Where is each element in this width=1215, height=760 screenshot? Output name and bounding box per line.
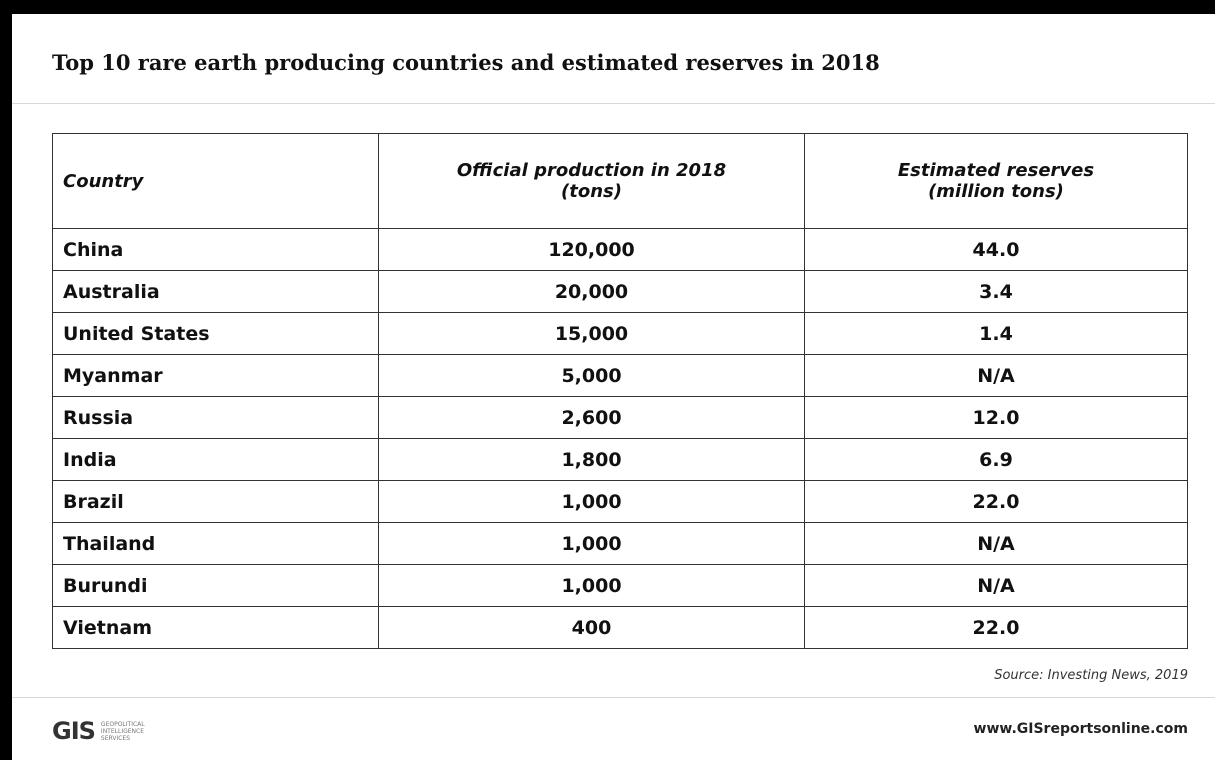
header-line: (million tons) <box>928 181 1064 202</box>
cell: 400 <box>378 606 805 649</box>
header-line: (tons) <box>561 181 622 202</box>
table: Country Official production in 2018 (tons)… <box>52 133 1188 649</box>
divider <box>12 697 1215 698</box>
cell: 22.0 <box>804 480 1188 523</box>
cell: N/A <box>804 522 1188 565</box>
cell: India <box>52 438 379 481</box>
table-row: Vietnam 400 22.0 <box>52 606 1188 649</box>
logo-text: GEOPOLITICAL INTELLIGENCE SERVICES <box>101 721 145 742</box>
column-header: Country <box>52 133 379 229</box>
cell: 12.0 <box>804 396 1188 439</box>
cell: 1,000 <box>378 522 805 565</box>
cell: N/A <box>804 564 1188 607</box>
table-row: Burundi 1,000 N/A <box>52 564 1188 607</box>
cell: 1.4 <box>804 312 1188 355</box>
cell: Thailand <box>52 522 379 565</box>
cell: Australia <box>52 270 379 313</box>
cell: 2,600 <box>378 396 805 439</box>
cell: Myanmar <box>52 354 379 397</box>
cell: 20,000 <box>378 270 805 313</box>
table-row: Thailand 1,000 N/A <box>52 522 1188 565</box>
table-row: Russia 2,600 12.0 <box>52 396 1188 439</box>
title: Top 10 rare earth producing countries an… <box>52 50 880 75</box>
url: www.GISreportsonline.com <box>973 721 1188 737</box>
cell: 1,000 <box>378 480 805 523</box>
table-body: China 120,000 44.0 Australia 20,000 3.4 United… <box>52 228 1188 649</box>
cell: 1,000 <box>378 564 805 607</box>
header-line: Estimated reserves <box>897 160 1095 181</box>
table-row: United States 15,000 1.4 <box>52 312 1188 355</box>
cell: Burundi <box>52 564 379 607</box>
table-row: Myanmar 5,000 N/A <box>52 354 1188 397</box>
table-row: Brazil 1,000 22.0 <box>52 480 1188 523</box>
logo-line: GEOPOLITICAL <box>100 720 145 728</box>
header-row: Country Official production in 2018 (tons)… <box>52 133 1188 229</box>
cell: United States <box>52 312 379 355</box>
column-header: Official production in 2018 (tons) <box>378 133 805 229</box>
table-row: India 1,800 6.9 <box>52 438 1188 481</box>
cell: 15,000 <box>378 312 805 355</box>
header-line: Official production in 2018 <box>456 160 727 181</box>
cell: China <box>52 228 379 271</box>
cell: 120,000 <box>378 228 805 271</box>
cell: N/A <box>804 354 1188 397</box>
divider <box>12 103 1215 104</box>
logo: GIS GEOPOLITICAL INTELLIGENCE SERVICES <box>52 717 145 745</box>
cell: 6.9 <box>804 438 1188 481</box>
cell: 22.0 <box>804 606 1188 649</box>
cell: 5,000 <box>378 354 805 397</box>
table-row: China 120,000 44.0 <box>52 228 1188 271</box>
cell: 3.4 <box>804 270 1188 313</box>
logo-line: SERVICES <box>100 734 131 742</box>
source: Source: Investing News, 2019 <box>994 668 1188 683</box>
header-line: Country <box>63 170 144 192</box>
logo-line: INTELLIGENCE <box>100 727 144 735</box>
cell: 1,800 <box>378 438 805 481</box>
column-header: Estimated reserves (million tons) <box>804 133 1188 229</box>
table-row: Australia 20,000 3.4 <box>52 270 1188 313</box>
cell: Brazil <box>52 480 379 523</box>
cell: Russia <box>52 396 379 439</box>
cell: 44.0 <box>804 228 1188 271</box>
logo-mark: GIS <box>52 717 96 745</box>
cell: Vietnam <box>52 606 379 649</box>
